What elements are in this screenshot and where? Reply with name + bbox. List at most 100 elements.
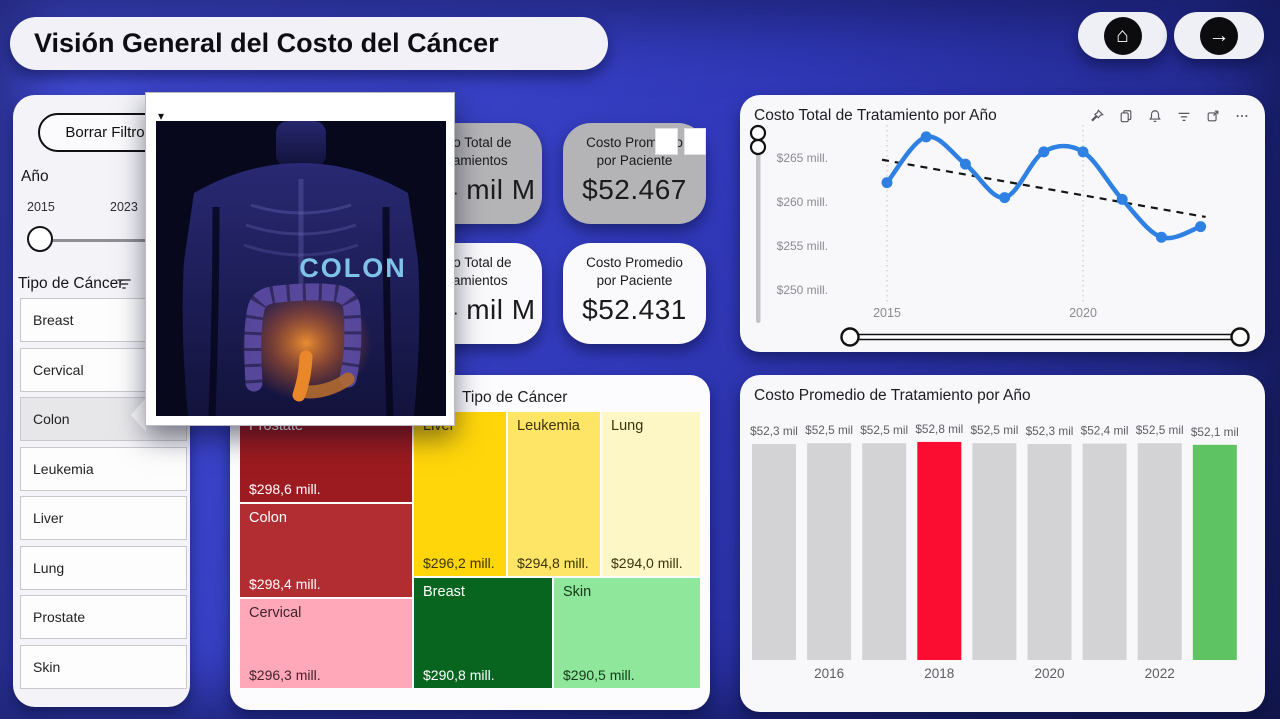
- svg-text:$52,1 mil: $52,1 mil: [1191, 425, 1239, 439]
- bar-2016[interactable]: [807, 443, 852, 660]
- ui-artifact-box: [655, 128, 678, 155]
- treemap-cell-label: Lung: [611, 418, 644, 434]
- x-axis-zoom-handle-right[interactable]: [1230, 327, 1250, 347]
- bar-2021[interactable]: [1082, 443, 1127, 660]
- treemap-cell-label: Skin: [563, 584, 592, 600]
- filter-icon[interactable]: [116, 277, 132, 291]
- copy-icon[interactable]: [1119, 109, 1133, 123]
- bar-2017[interactable]: [862, 443, 907, 660]
- svg-text:$52,3 mil: $52,3 mil: [1026, 424, 1074, 438]
- year-filter-label: Año: [21, 168, 49, 185]
- popup-pointer: [131, 398, 146, 432]
- treemap-cell-value: $294,8 mill.: [517, 555, 589, 571]
- treemap-cell-label: Colon: [249, 510, 287, 526]
- svg-text:$52,4 mil: $52,4 mil: [1081, 424, 1129, 438]
- x-axis-zoom-handle-left[interactable]: [840, 327, 860, 347]
- slicer-item-leukemia[interactable]: Leukemia: [20, 446, 187, 491]
- bell-icon[interactable]: [1148, 109, 1162, 123]
- treemap-cell-value: $290,5 mill.: [563, 667, 635, 683]
- svg-text:$52,5 mil: $52,5 mil: [970, 423, 1018, 437]
- svg-text:$52,8 mil: $52,8 mil: [915, 422, 963, 436]
- svg-text:$52,5 mil: $52,5 mil: [1136, 423, 1184, 437]
- bar-2022[interactable]: [1137, 443, 1182, 660]
- pin-icon[interactable]: [1090, 109, 1104, 123]
- treemap-cell-label: Cervical: [249, 605, 302, 621]
- svg-text:$52,3 mil: $52,3 mil: [750, 424, 798, 438]
- kpi-card-avg-per-patient[interactable]: Costo Promedio por Paciente $52.431: [563, 243, 706, 344]
- treemap-cell-value: $294,0 mill.: [611, 555, 683, 571]
- ui-artifact-box: [684, 128, 706, 155]
- bar-chart-plot[interactable]: $52,3 mil $52,5 mil $52,5 mil $52,8 mil $52,…: [740, 375, 1265, 712]
- x-axis-zoom-track[interactable]: [849, 333, 1241, 341]
- treemap-cell-breast[interactable]: Breast $290,8 mill.: [414, 578, 552, 688]
- bar-chart-visual[interactable]: Costo Promedio de Tratamiento por Año $5…: [740, 375, 1265, 712]
- kpi-value: $52.431: [582, 294, 687, 326]
- line-chart-plot[interactable]: $265 mill. $260 mill. $255 mill. $250 mill.…: [740, 95, 1265, 352]
- treemap-cell-leukemia[interactable]: Leukemia $294,8 mill.: [508, 412, 600, 576]
- treemap-cell-value: $298,6 mill.: [249, 481, 321, 497]
- treemap-visual: Tipo de Cáncer Prostate $298,6 mill. Colon…: [230, 375, 710, 710]
- line-chart-visual[interactable]: Costo Total de Tratamiento por Año $265 …: [740, 95, 1265, 352]
- year-slider-handle[interactable]: [27, 226, 53, 252]
- slicer-item-prostate[interactable]: Prostate: [20, 595, 187, 639]
- page-title-text: Visión General del Costo del Cáncer: [34, 28, 499, 58]
- treemap-cell-label: Breast: [423, 584, 465, 600]
- page-title: Visión General del Costo del Cáncer: [10, 17, 608, 70]
- bar-2015[interactable]: [752, 444, 796, 660]
- treemap-cell-label: Leukemia: [517, 418, 580, 434]
- bar-2019[interactable]: [972, 443, 1017, 660]
- treemap-cell-prostate[interactable]: Prostate $298,6 mill.: [240, 412, 412, 502]
- bar-chart-title: Costo Promedio de Tratamiento por Año: [754, 387, 1031, 404]
- svg-text:$52,5 mil: $52,5 mil: [805, 423, 853, 437]
- expand-icon[interactable]: [1206, 109, 1220, 123]
- slicer-item-skin[interactable]: Skin: [20, 644, 187, 689]
- year-slider[interactable]: [40, 239, 190, 242]
- svg-text:2016: 2016: [814, 666, 844, 681]
- year-max-label: 2023: [110, 200, 138, 214]
- colon-image-popup: ▾: [145, 92, 455, 426]
- treemap-cell-value: $296,2 mill.: [423, 555, 495, 571]
- treemap-cell-colon[interactable]: Colon $298,4 mill.: [240, 504, 412, 597]
- home-button[interactable]: ⌂: [1078, 12, 1167, 59]
- treemap-cell-cervical[interactable]: Cervical $296,3 mill.: [240, 599, 412, 688]
- kpi-title: Costo Promedio por Paciente: [586, 255, 683, 288]
- svg-text:$255 mill.: $255 mill.: [777, 239, 828, 253]
- kpi-card-avg-per-patient-selected[interactable]: Costo Promedio por Paciente $52.467: [563, 123, 706, 224]
- svg-text:$260 mill.: $260 mill.: [777, 195, 828, 209]
- treemap-title: Tipo de Cáncer: [462, 389, 568, 406]
- slicer-item-lung[interactable]: Lung: [20, 545, 187, 590]
- svg-text:2022: 2022: [1145, 666, 1175, 681]
- colon-anatomy-image: COLON: [156, 121, 446, 417]
- slicer-item-liver[interactable]: Liver: [20, 496, 187, 540]
- svg-text:2018: 2018: [924, 666, 954, 681]
- treemap-cell-lung[interactable]: Lung $294,0 mill.: [602, 412, 700, 576]
- bar-2020[interactable]: [1027, 444, 1072, 660]
- treemap-cell-value: $298,4 mill.: [249, 576, 321, 592]
- filter-icon[interactable]: [1177, 109, 1191, 123]
- svg-text:$52,5 mil: $52,5 mil: [860, 423, 908, 437]
- next-page-button[interactable]: →: [1174, 12, 1264, 59]
- arrow-right-icon: →: [1200, 16, 1238, 55]
- cancer-type-label: Tipo de Cáncer: [18, 275, 124, 292]
- dropdown-caret-icon[interactable]: ▾: [158, 109, 165, 123]
- bar-2023[interactable]: [1192, 444, 1237, 660]
- line-chart-title: Costo Total de Tratamiento por Año: [754, 107, 997, 124]
- svg-text:2015: 2015: [873, 306, 901, 320]
- treemap-cell-liver[interactable]: Liver $296,2 mill.: [414, 412, 506, 576]
- home-icon: ⌂: [1103, 16, 1142, 55]
- more-icon[interactable]: [1235, 109, 1249, 123]
- svg-text:$250 mill.: $250 mill.: [777, 283, 828, 297]
- year-min-label: 2015: [27, 200, 55, 214]
- svg-text:2020: 2020: [1034, 666, 1064, 681]
- svg-text:$265 mill.: $265 mill.: [777, 151, 828, 165]
- kpi-value: $52.467: [582, 174, 687, 206]
- y-axis-zoom-handle-top[interactable]: [749, 124, 767, 142]
- treemap-cell-value: $296,3 mill.: [249, 667, 321, 683]
- bar-2018[interactable]: [917, 441, 962, 660]
- colon-label: COLON: [299, 253, 407, 283]
- treemap-cell-value: $290,8 mill.: [423, 667, 495, 683]
- treemap-cell-skin[interactable]: Skin $290,5 mill.: [554, 578, 700, 688]
- svg-text:2020: 2020: [1069, 306, 1097, 320]
- y-axis-zoom-handle-bottom[interactable]: [749, 138, 767, 156]
